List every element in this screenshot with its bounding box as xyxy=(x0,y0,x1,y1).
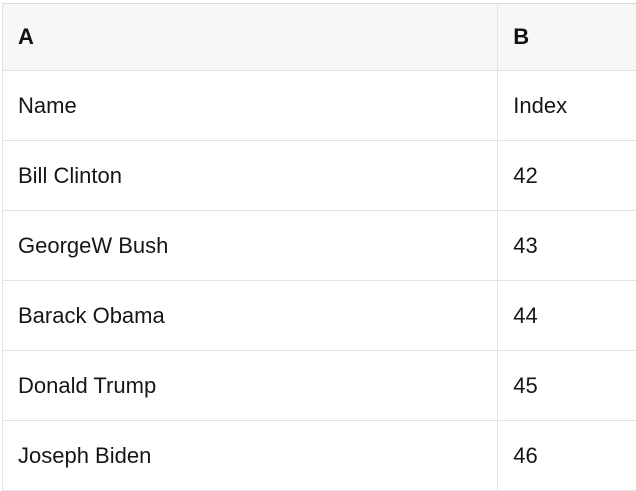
table-cell[interactable]: 46 xyxy=(498,421,636,491)
table-cell[interactable]: Name xyxy=(3,71,498,141)
table-cell[interactable]: GeorgeW Bush xyxy=(3,211,498,281)
table-cell[interactable]: Bill Clinton xyxy=(3,141,498,211)
column-header-row: A B xyxy=(3,4,636,71)
table-cell[interactable]: Barack Obama xyxy=(3,281,498,351)
table-cell[interactable]: 45 xyxy=(498,351,636,421)
table-cell[interactable]: Donald Trump xyxy=(3,351,498,421)
column-header-a[interactable]: A xyxy=(3,4,498,71)
table-cell[interactable]: 42 xyxy=(498,141,636,211)
table-cell[interactable]: 44 xyxy=(498,281,636,351)
column-header-b[interactable]: B xyxy=(498,4,636,71)
table-cell[interactable]: 43 xyxy=(498,211,636,281)
table-cell[interactable]: Joseph Biden xyxy=(3,421,498,491)
table-cell[interactable]: Index xyxy=(498,71,636,141)
table-header: A B xyxy=(3,4,636,71)
